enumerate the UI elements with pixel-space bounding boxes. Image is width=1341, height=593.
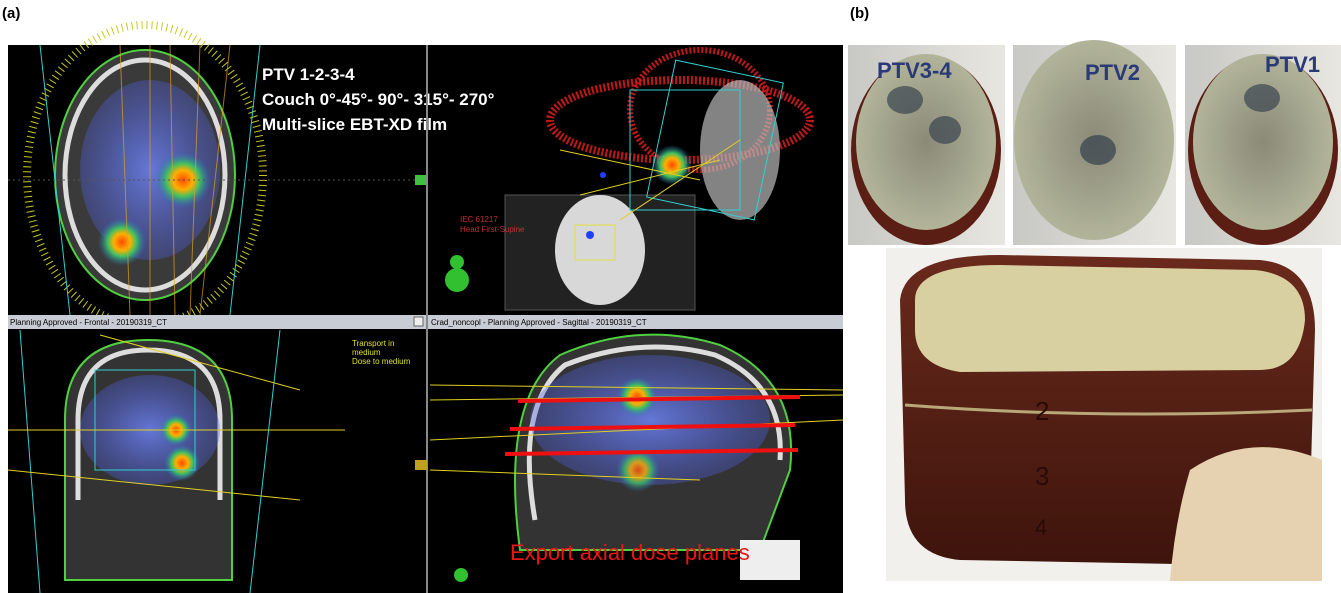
orientation-label: IEC 61217 [460,215,498,224]
dose-note: medium [352,348,381,357]
photo-label: PTV3-4 [877,58,952,83]
level-number: 4 [1035,515,1047,540]
view-header: Planning Approved - Frontal - 20190319_C… [10,318,167,327]
level-number: 3 [1035,461,1049,491]
phantom-photo [886,248,1322,581]
panel-label: (a) [2,5,20,22]
view-header: Crad_noncopl - Planning Approved - Sagit… [431,318,647,327]
planning-screenshot: PTV 1-2-3-4 Couch 0°-45°- 90°- 315°- 270… [7,21,844,593]
dose-note: Transport in [352,339,394,348]
dose-note: Dose to medium [352,357,411,366]
overlay-text: Multi-slice EBT-XD film [262,115,447,134]
overlay-text: PTV 1-2-3-4 [262,65,355,84]
photo-label: PTV1 [1265,52,1320,77]
panel-label: (b) [850,5,869,22]
frontal-view [7,329,427,593]
sagittal-view [429,333,844,582]
level-number: 2 [1035,396,1049,426]
export-label: Export axial dose planes [510,540,750,565]
film-photos [848,40,1341,245]
orientation-label: Head First-Supine [460,225,525,234]
3d-view [445,47,814,311]
axial-view [8,21,427,329]
overlay-text: Couch 0°-45°- 90°- 315°- 270° [262,90,495,109]
photo-label: PTV2 [1085,60,1140,85]
